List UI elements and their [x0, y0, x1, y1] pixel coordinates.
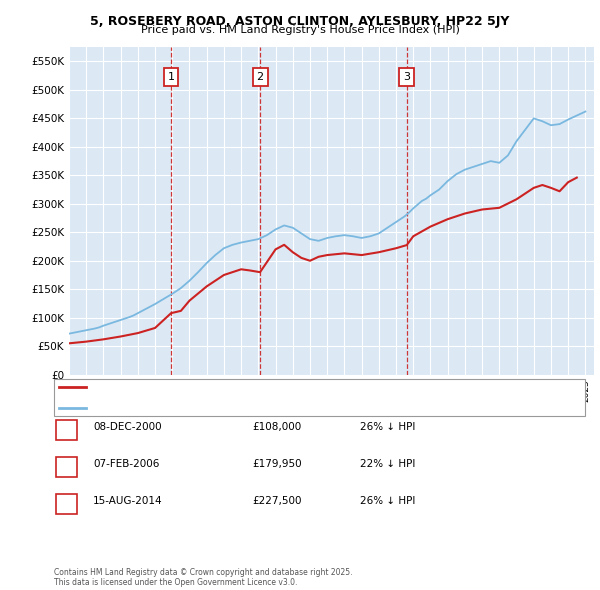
- Text: Price paid vs. HM Land Registry's House Price Index (HPI): Price paid vs. HM Land Registry's House …: [140, 25, 460, 35]
- Text: 2: 2: [63, 462, 70, 472]
- Text: 5, ROSEBERY ROAD, ASTON CLINTON, AYLESBURY, HP22 5JY (semi-detached house): 5, ROSEBERY ROAD, ASTON CLINTON, AYLESBU…: [92, 382, 459, 391]
- Text: Contains HM Land Registry data © Crown copyright and database right 2025.
This d: Contains HM Land Registry data © Crown c…: [54, 568, 353, 587]
- Text: 3: 3: [403, 71, 410, 81]
- Text: HPI: Average price, semi-detached house, Buckinghamshire: HPI: Average price, semi-detached house,…: [92, 404, 353, 412]
- Text: 15-AUG-2014: 15-AUG-2014: [93, 496, 163, 506]
- Text: 26% ↓ HPI: 26% ↓ HPI: [360, 496, 415, 506]
- Text: £108,000: £108,000: [252, 422, 301, 431]
- Text: 22% ↓ HPI: 22% ↓ HPI: [360, 459, 415, 468]
- Text: 3: 3: [63, 499, 70, 509]
- Text: 1: 1: [167, 71, 175, 81]
- Text: 1: 1: [63, 425, 70, 435]
- Text: 2: 2: [257, 71, 263, 81]
- Text: 26% ↓ HPI: 26% ↓ HPI: [360, 422, 415, 431]
- Text: 07-FEB-2006: 07-FEB-2006: [93, 459, 160, 468]
- Text: 08-DEC-2000: 08-DEC-2000: [93, 422, 161, 431]
- Text: £227,500: £227,500: [252, 496, 302, 506]
- Text: 5, ROSEBERY ROAD, ASTON CLINTON, AYLESBURY, HP22 5JY: 5, ROSEBERY ROAD, ASTON CLINTON, AYLESBU…: [91, 15, 509, 28]
- Text: £179,950: £179,950: [252, 459, 302, 468]
